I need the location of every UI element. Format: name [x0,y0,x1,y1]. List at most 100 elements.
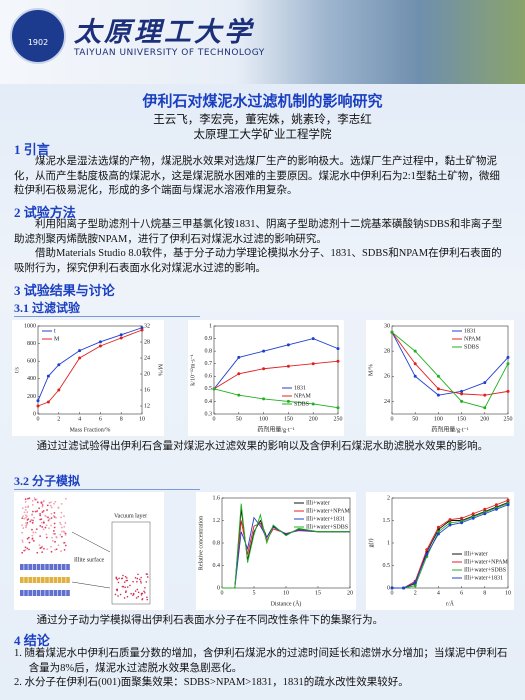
water-atom [121,585,124,588]
series-marker [140,328,144,332]
surface-layer [53,577,58,583]
y-tick-label: 0.8 [205,349,213,355]
series-marker [78,356,82,360]
molecule-atom [31,521,34,524]
series-marker [336,359,340,363]
legend-label: 1831 [464,328,476,334]
molecule-atom [38,544,41,546]
molecule-atom [50,517,53,519]
series-marker [57,363,61,367]
series-marker [46,374,50,378]
series-marker [460,399,464,403]
series-marker [336,347,340,351]
molecule-atom [60,502,63,505]
water-atom [123,597,126,599]
water-atom [136,580,138,583]
water-atom [144,587,146,589]
x-tick-label: 200 [480,416,489,422]
surface-layer [57,577,62,583]
x-tick-label: 2 [414,590,417,596]
surface-layer [32,577,37,583]
molecule-atom [39,535,42,538]
legend-label: Illi+water [464,551,488,557]
x-axis-label: 药剂用量/g·t⁻¹ [431,425,468,433]
x-axis-label: r/Å [446,599,455,607]
series-marker [483,381,487,385]
molecule-atom [32,510,34,513]
text: 利用阳离子型助滤剂十八烷基三甲基氯化铵1831、阴离子型助滤剂十二烷基苯磺酸钠S… [14,219,503,245]
surface-layer [62,564,66,570]
legend-label: t [54,328,56,334]
molecule-atom [48,527,50,530]
surface-layer [32,564,37,570]
water-atom [139,580,142,583]
section-heading: 1 引言 [14,142,50,157]
subsection-heading: 3.1 过滤试验 [14,299,201,317]
plot-frame [391,325,509,415]
surface-layer [20,564,24,570]
molecule-atom [44,514,47,517]
molecule-atom [21,551,24,554]
water-atom [144,591,146,594]
molecule-atom [63,525,66,528]
molecule-atom [33,516,36,519]
logo-year: 1902 [27,38,49,47]
series-marker [483,507,487,511]
molecule-atom [45,524,48,527]
series-marker [212,387,216,391]
water-atom [146,573,149,575]
x-axis-label: Mass Fraction/% [70,427,111,433]
molecule-atom [54,500,57,503]
molecule-atom [33,497,36,499]
water-atom [137,595,140,598]
paragraph: 利用阳离子型助滤剂十八烷基三甲基氯化铵1831、阴离子型助滤剂十二烷基苯磺酸钠S… [14,218,510,276]
series-marker [506,362,510,366]
molecule-atom [39,514,42,517]
y-tick-label: 0.9 [205,336,213,342]
molecule-atom [26,537,29,540]
series-marker [506,355,510,359]
molecule-atom [27,536,30,539]
molecule-atom [52,530,55,532]
x-tick-label: 0 [213,416,216,422]
series-marker [460,516,464,520]
molecule-atom [24,546,27,549]
x-tick-label: 150 [284,416,293,422]
molecule-atom [52,515,55,517]
series-marker [311,362,315,366]
y-tick-label: 1.5 [383,518,391,524]
molecule-atom [41,511,44,513]
water-atom [118,577,120,580]
molecule-atom [46,509,48,511]
y-tick-label: 0 [387,585,390,591]
legend-label: NPAM [294,393,311,399]
x-tick-label: 100 [259,416,268,422]
water-atom [117,581,120,584]
molecule-atom [59,533,62,536]
diagram-label: Illite surface [74,556,104,563]
molecule-atom [26,511,29,514]
figure: 0 2 4 6 8 10 0 0.5 1 1.5 2 r/Å g(r) Illi+water Illi+wa… [366,492,514,610]
molecule-atom [53,502,55,505]
series-marker [98,344,102,348]
y-axis-label: t/s [14,367,20,373]
molecule-atom [50,550,53,553]
molecule-atom [32,540,35,542]
surface-layer [66,577,70,583]
x-tick-label: 0 [391,590,394,596]
plot-frame [37,325,143,415]
figure: 0 5 10 15 20 0 0.4 0.8 1.2 1.6 Distance (Å) Relativ… [196,492,356,610]
caption: 通过分子动力学模拟得出伊利石表面水分子在不同改性条件下的集聚行为。 [36,615,384,626]
y-tick-label: 1000 [24,323,36,329]
x-tick-label: 100 [434,416,443,422]
molecule-atom [46,504,49,507]
molecule-atom [23,511,26,514]
molecule-atom [25,526,27,528]
y2-tick-label: 12 [144,403,150,409]
molecule-atom [31,528,33,531]
molecule-atom [24,506,27,509]
surface-layer [49,577,53,583]
series-marker [436,525,440,529]
surface-layer [66,590,70,596]
surface-layer [45,564,49,570]
